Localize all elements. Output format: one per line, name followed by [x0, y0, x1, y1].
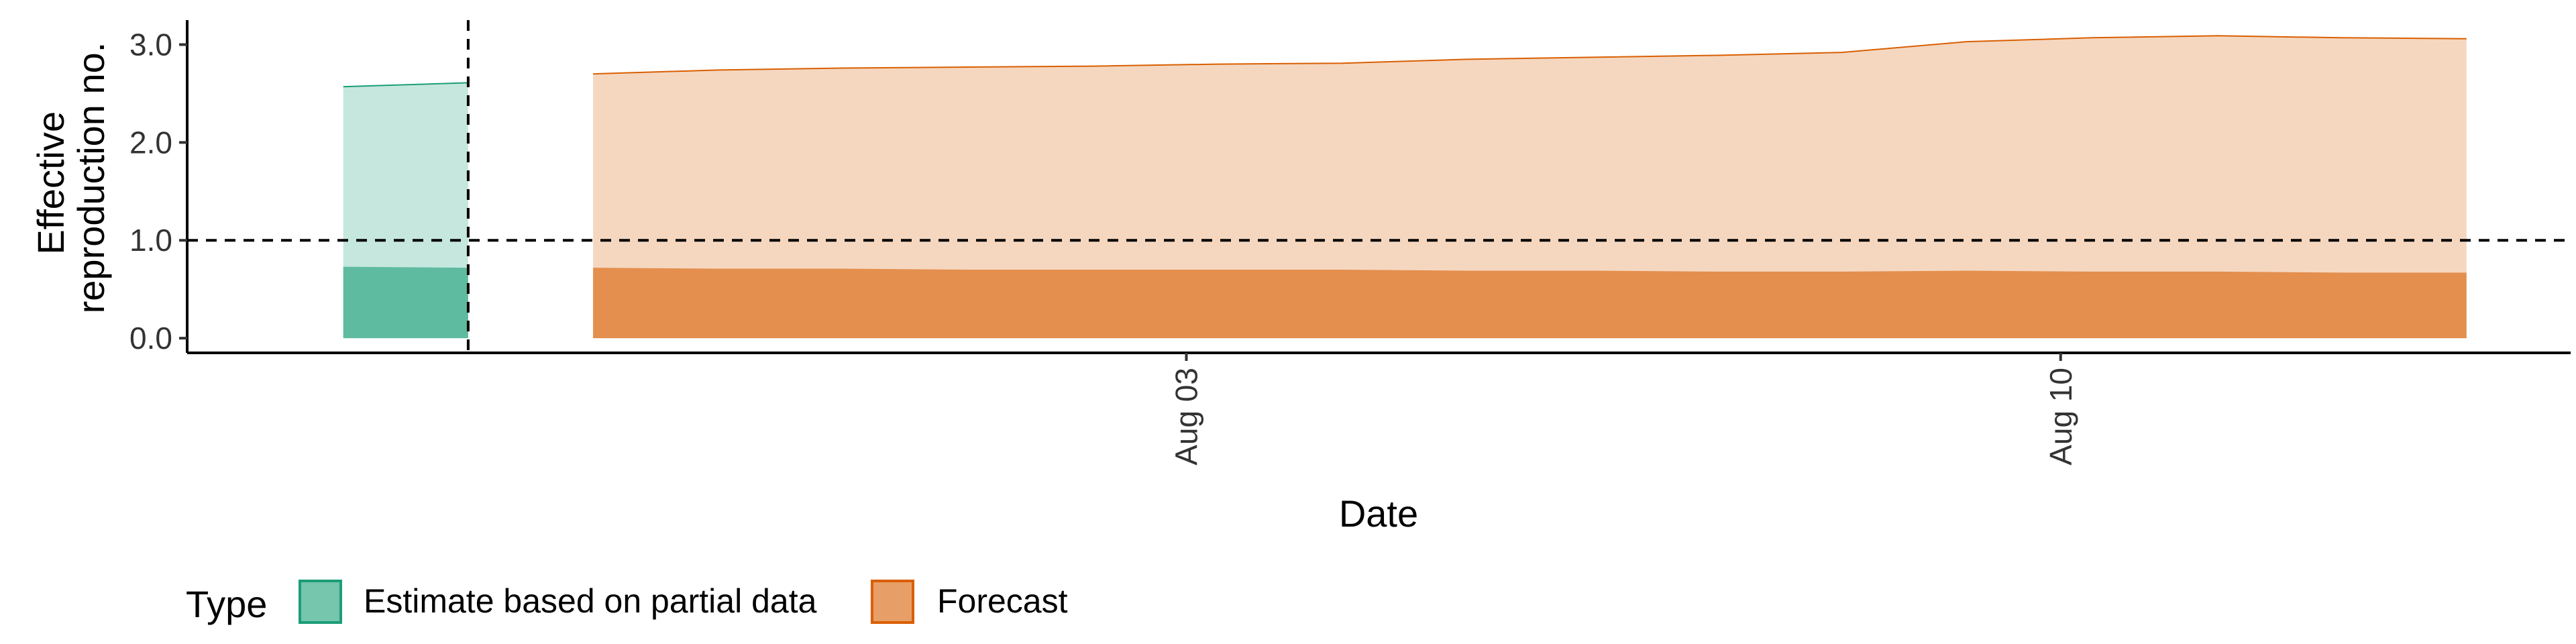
y-tick-label: 2.0 [129, 125, 172, 160]
ribbon-outer-forecast [593, 36, 2467, 339]
x-tick-label: Aug 10 [2043, 368, 2078, 466]
plot-area [187, 20, 2571, 353]
y-tick-label: 3.0 [129, 27, 172, 62]
x-axis-title: Date [1339, 492, 1418, 535]
legend: Type Estimate based on partial data Fore… [186, 580, 1068, 625]
x-tick-label: Aug 03 [1169, 368, 1204, 466]
y-tick-label: 0.0 [129, 321, 172, 356]
y-axis-title-line-2: reproduction no. [70, 42, 112, 314]
tick-marks [179, 43, 2062, 361]
legend-label-estimate: Estimate based on partial data [364, 582, 817, 620]
y-tick-label: 1.0 [129, 223, 172, 258]
legend-label-forecast: Forecast [937, 582, 1068, 620]
ribbon-inner-estimate [343, 266, 468, 339]
ribbon-edge-forecast [593, 35, 2467, 75]
legend-swatch-estimate [299, 580, 342, 624]
y-axis-title: Effective reproduction no. [30, 42, 112, 314]
legend-title: Type [186, 583, 267, 625]
ribbon-edge-estimate [343, 82, 468, 88]
axis-labels: 0.0 1.0 2.0 3.0 Aug 03 Aug 10 [129, 27, 2078, 465]
axes [186, 20, 2571, 354]
legend-swatch-forecast [871, 580, 914, 624]
ribbon-inner-forecast [593, 268, 2467, 339]
y-axis-title-line-1: Effective [30, 111, 72, 255]
